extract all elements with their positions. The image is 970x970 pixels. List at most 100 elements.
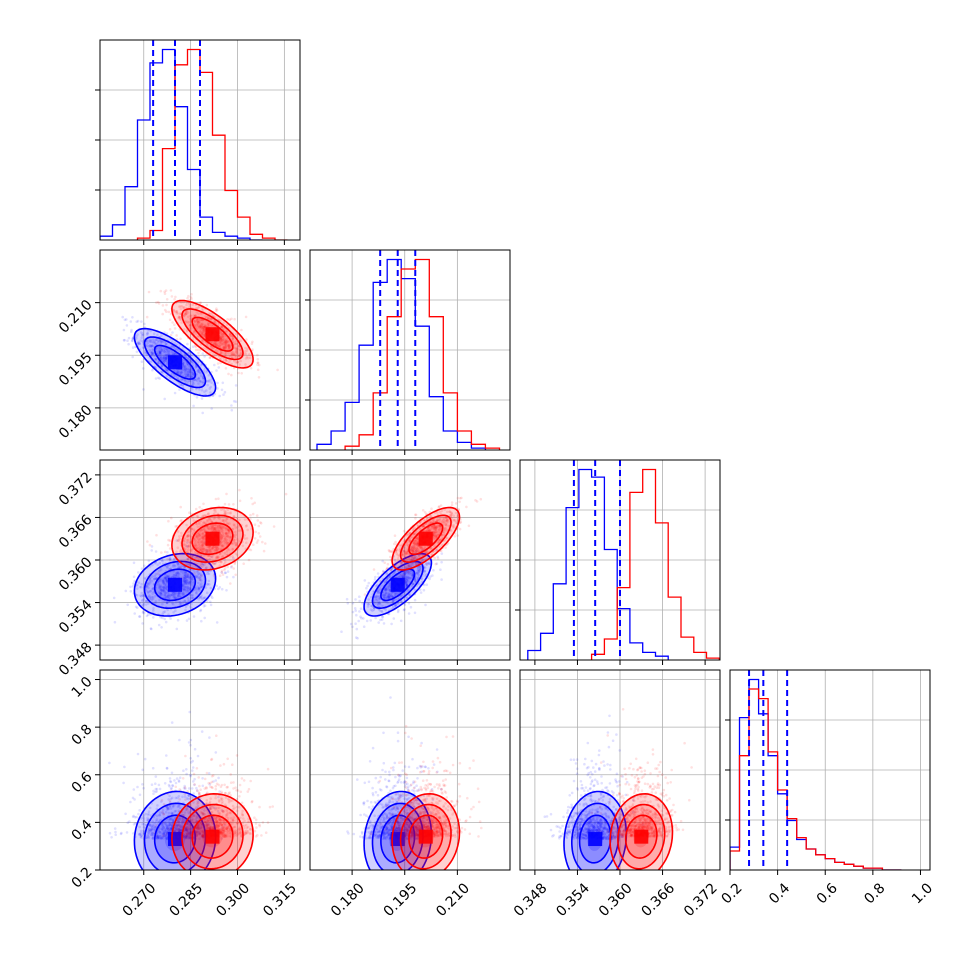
scatter-point — [211, 596, 214, 599]
scatter-point — [160, 585, 164, 589]
scatter-point — [200, 548, 203, 552]
scatter-point — [241, 544, 245, 548]
scatter-point — [207, 527, 210, 530]
scatter-point — [195, 379, 199, 383]
scatter-point — [184, 367, 187, 370]
scatter-point — [146, 591, 150, 594]
scatter-point — [184, 571, 187, 575]
scatter-point — [187, 580, 190, 583]
scatter-point — [218, 517, 221, 520]
scatter-point — [189, 541, 192, 545]
scatter-point — [154, 338, 158, 342]
scatter-point — [209, 600, 212, 604]
scatter-point — [186, 558, 190, 561]
scatter-point — [226, 344, 230, 348]
scatter-point — [236, 526, 239, 529]
scatter-point — [232, 352, 235, 356]
scatter-point — [130, 330, 133, 334]
scatter-point — [157, 341, 160, 344]
scatter-point — [191, 594, 194, 598]
scatter-point — [216, 381, 219, 385]
scatter-point — [189, 575, 193, 579]
y-tick-label: 0.354 — [56, 597, 96, 637]
scatter-point — [383, 561, 387, 564]
scatter-point — [163, 292, 167, 296]
scatter-point — [226, 508, 230, 512]
scatter-point — [235, 342, 238, 346]
scatter-point — [198, 324, 202, 327]
scatter-point — [206, 383, 209, 387]
scatter-point — [141, 332, 144, 335]
scatter-point — [198, 330, 201, 333]
scatter-point — [219, 337, 222, 341]
scatter-point — [227, 503, 231, 506]
scatter-point — [159, 584, 163, 587]
scatter-point — [137, 581, 141, 584]
scatter-point — [197, 368, 201, 372]
scatter-point — [180, 304, 184, 308]
scatter-point — [208, 548, 212, 551]
scatter-point — [220, 543, 223, 546]
scatter-point — [226, 541, 229, 545]
scatter-point — [413, 611, 417, 615]
scatter-point — [224, 532, 228, 535]
scatter-point — [218, 538, 222, 541]
scatter-point — [216, 545, 220, 548]
scatter-point — [141, 599, 144, 603]
scatter-point — [196, 324, 199, 327]
scatter-point — [163, 617, 166, 621]
scatter-point — [210, 341, 214, 344]
scatter-point — [151, 766, 155, 770]
scatter-point — [219, 339, 223, 343]
scatter-point — [216, 555, 219, 558]
scatter-point — [209, 603, 213, 607]
scatter-point — [213, 523, 216, 527]
scatter-point — [178, 535, 181, 538]
scatter-point — [148, 595, 152, 599]
scatter-point — [166, 565, 169, 569]
scatter-point — [198, 349, 202, 352]
scatter-point — [189, 738, 193, 742]
scatter-point — [458, 527, 462, 531]
scatter-point — [197, 581, 200, 585]
scatter-point — [185, 588, 188, 591]
scatter-point — [207, 317, 210, 320]
scatter-point — [190, 370, 194, 374]
scatter-point — [180, 531, 183, 535]
scatter-point — [165, 356, 168, 360]
scatter-point — [178, 305, 181, 308]
scatter-point — [209, 356, 212, 359]
scatter-point — [158, 338, 162, 342]
scatter-point — [163, 581, 166, 584]
y-tick-label: 0.210 — [56, 297, 96, 337]
scatter-point — [210, 555, 214, 559]
scatter-point — [167, 349, 170, 353]
scatter-point — [186, 297, 189, 300]
scatter-point — [233, 317, 236, 321]
scatter-point — [202, 547, 206, 550]
scatter-point — [177, 539, 180, 542]
scatter-point — [234, 351, 238, 355]
scatter-point — [129, 320, 133, 323]
scatter-point — [206, 379, 210, 383]
scatter-point — [184, 582, 188, 586]
scatter-point — [179, 519, 182, 523]
scatter-point — [158, 569, 161, 573]
scatter-point — [194, 535, 198, 539]
scatter-point — [165, 566, 169, 569]
scatter-point — [160, 371, 163, 374]
scatter-point — [146, 585, 149, 588]
scatter-point — [183, 585, 187, 589]
scatter-point — [230, 334, 233, 338]
scatter-point — [132, 575, 136, 579]
scatter-point — [175, 550, 178, 554]
scatter-point — [200, 312, 203, 316]
scatter-point — [233, 562, 237, 566]
scatter-point — [165, 348, 169, 351]
scatter-point — [183, 588, 186, 592]
scatter-point — [186, 572, 190, 576]
scatter-point — [165, 303, 168, 307]
scatter-point — [209, 595, 213, 598]
scatter-point — [160, 370, 163, 373]
